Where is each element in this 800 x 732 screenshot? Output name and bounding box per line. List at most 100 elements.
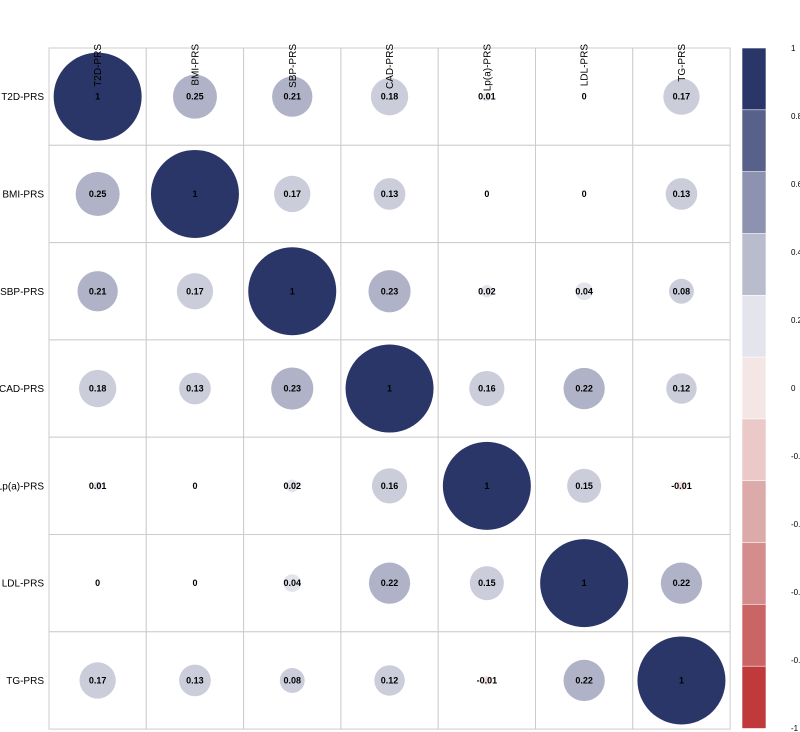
circle-2-6	[669, 278, 694, 304]
correlation-circles	[53, 52, 726, 725]
value-label-1-2: 0.17	[283, 189, 301, 199]
circle-5-3	[368, 562, 411, 604]
circle-4-5	[567, 468, 602, 503]
value-label-5-5: 1	[582, 578, 587, 588]
circle-5-5	[540, 539, 629, 628]
row-label: T2D-PRS	[1, 92, 44, 103]
circle-0-0	[53, 52, 142, 141]
circle-1-6	[665, 178, 698, 210]
value-label-2-6: 0.08	[673, 286, 691, 296]
colorbar-band	[741, 480, 767, 544]
circle-2-1	[176, 273, 214, 310]
cell-3-0	[48, 339, 147, 438]
value-label-3-4: 0.16	[478, 384, 496, 394]
circle-4-3	[371, 468, 408, 504]
circle-6-1	[179, 664, 211, 697]
circle-3-0	[78, 369, 117, 408]
value-label-2-2: 1	[290, 286, 295, 296]
value-label-3-6: 0.12	[673, 384, 691, 394]
colorbar	[741, 47, 767, 729]
value-label-5-2: 0.04	[283, 578, 301, 588]
value-label-2-4: 0.02	[478, 286, 496, 296]
column-labels: T2D-PRS BMI-PRS SBP-PRS CAD-PRS Lp(a)-PRS LDL…	[93, 44, 688, 92]
colorbar-tick-label: 0.8	[791, 112, 800, 121]
value-label-6-2: 0.08	[283, 675, 301, 685]
circle-4-2	[286, 479, 299, 493]
circle-4-4	[442, 441, 531, 530]
value-label-4-6: -0.01	[671, 481, 692, 491]
value-label-1-3: 0.13	[381, 189, 399, 199]
cell-grid	[48, 47, 731, 730]
colorbar-band	[741, 109, 767, 173]
value-label-0-0: 1	[95, 92, 100, 102]
colorbar-band	[741, 356, 767, 420]
circle-3-6	[666, 373, 697, 404]
value-label-6-1: 0.13	[186, 675, 204, 685]
circle-0-6	[663, 78, 700, 115]
value-label-6-4: -0.01	[477, 675, 498, 685]
cell-5-1	[145, 534, 245, 633]
colorbar-band	[741, 47, 767, 111]
colorbar-tick-label: 1	[791, 44, 796, 53]
value-label-0-1: 0.25	[186, 92, 204, 102]
colorbar-tick-label: 0	[791, 384, 796, 393]
value-label-3-5: 0.22	[575, 384, 593, 394]
value-label-0-2: 0.21	[283, 92, 301, 102]
column-label: Lp(a)-PRS	[482, 44, 493, 92]
circle-1-3	[373, 178, 406, 210]
circle-2-0	[77, 271, 118, 312]
circle-4-6	[677, 481, 686, 491]
value-label-6-5: 0.22	[575, 675, 593, 685]
colorbar-band	[741, 233, 767, 297]
value-label-0-5: 0	[582, 92, 587, 102]
colorbar-band	[741, 542, 767, 606]
circle-3-4	[469, 370, 505, 407]
value-label-1-0: 0.25	[89, 189, 107, 199]
circle-2-2	[248, 247, 337, 336]
value-label-5-4: 0.15	[478, 578, 496, 588]
correlation-values: 1 0.25 0.21 0.18 0.01 0 0.17 0.25 1 0.17 0.13 0 0 0.1…	[89, 92, 692, 686]
cell-1-0	[48, 144, 147, 244]
circle-6-2	[279, 668, 305, 693]
value-label-1-6: 0.13	[673, 189, 691, 199]
value-label-3-3: 1	[387, 384, 392, 394]
column-label: BMI-PRS	[190, 44, 201, 86]
circle-5-6	[660, 562, 703, 604]
colorbar-tick-label: -0.8	[791, 656, 800, 665]
value-label-2-1: 0.17	[186, 286, 204, 296]
circle-0-4	[482, 92, 492, 102]
colorbar-tick-label: -1	[791, 724, 799, 732]
value-label-2-3: 0.23	[381, 286, 399, 296]
circle-2-5	[575, 282, 593, 301]
value-label-4-1: 0	[192, 481, 197, 491]
row-label: SBP-PRS	[0, 287, 44, 298]
value-label-0-4: 0.01	[478, 92, 496, 102]
column-label: SBP-PRS	[288, 44, 299, 88]
colorbar-tick-label: 0.4	[791, 248, 800, 257]
circle-1-1	[150, 149, 239, 238]
circle-6-6	[637, 636, 726, 725]
value-label-6-3: 0.12	[381, 675, 399, 685]
circle-3-1	[179, 372, 211, 405]
colorbar-band	[741, 604, 767, 667]
cell-1-4	[437, 144, 537, 244]
circle-2-3	[368, 270, 411, 313]
value-label-6-6: 1	[679, 675, 684, 685]
cell-5-3	[340, 534, 439, 633]
cell-1-6	[632, 144, 731, 244]
circle-0-3	[370, 77, 409, 116]
colorbar-tick-label: -0.4	[791, 520, 800, 529]
circle-1-2	[274, 175, 311, 213]
cell-0-5	[535, 47, 634, 146]
row-label: LDL-PRS	[2, 579, 45, 590]
row-label: CAD-PRS	[0, 384, 44, 395]
colorbar-tick-label: -0.6	[791, 588, 800, 597]
row-label: Lp(a)-PRS	[0, 481, 44, 492]
circle-3-5	[563, 367, 605, 410]
cell-5-0	[48, 534, 147, 633]
circle-6-4	[482, 676, 492, 685]
value-label-5-3: 0.22	[381, 578, 399, 588]
column-label: TG-PRS	[677, 44, 688, 82]
colorbar-band	[741, 418, 767, 482]
